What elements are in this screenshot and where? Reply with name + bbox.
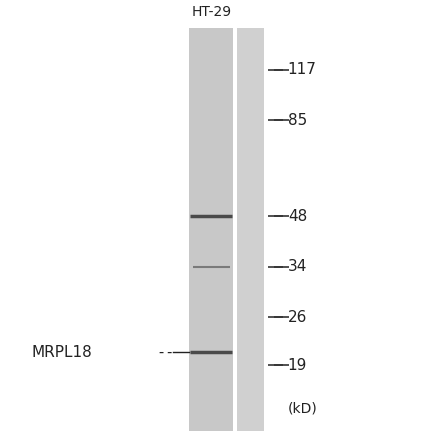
Text: HT-29: HT-29 [191,5,231,19]
Text: 85: 85 [288,112,307,127]
Text: 19: 19 [288,358,307,373]
Text: MRPL18: MRPL18 [32,344,93,359]
Bar [189,28,233,431]
Text: 26: 26 [288,310,307,325]
Text: --: -- [157,344,175,359]
Bar [238,28,264,431]
Text: (kD): (kD) [288,402,318,416]
Text: 34: 34 [288,259,307,274]
Text: 48: 48 [288,209,307,224]
Text: 117: 117 [288,62,317,77]
